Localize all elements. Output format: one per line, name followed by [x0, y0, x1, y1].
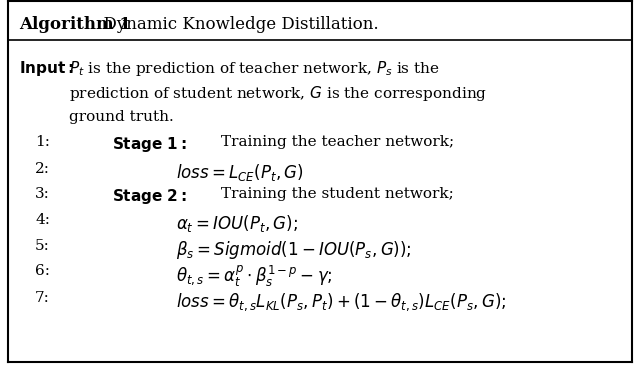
Text: $P_t$ is the prediction of teacher network, $P_s$ is the: $P_t$ is the prediction of teacher netwo…: [69, 59, 440, 78]
Text: Dynamic Knowledge Distillation.: Dynamic Knowledge Distillation.: [93, 16, 378, 33]
Text: Training the student network;: Training the student network;: [221, 187, 454, 201]
Text: prediction of student network, $G$ is the corresponding: prediction of student network, $G$ is th…: [69, 84, 488, 103]
Text: 4:: 4:: [35, 213, 50, 227]
Text: 2:: 2:: [35, 162, 50, 176]
Text: 6:: 6:: [35, 264, 50, 278]
Text: Training the teacher network;: Training the teacher network;: [221, 135, 454, 149]
Text: $\alpha_t = IOU(P_t, G);$: $\alpha_t = IOU(P_t, G);$: [176, 213, 298, 234]
Text: Algorithm 1: Algorithm 1: [19, 16, 131, 33]
Text: $\mathbf{Input:}$: $\mathbf{Input:}$: [19, 59, 74, 78]
Text: $loss = \theta_{t,s}L_{KL}(P_s, P_t) + (1-\theta_{t,s})L_{CE}(P_s, G);$: $loss = \theta_{t,s}L_{KL}(P_s, P_t) + (…: [176, 291, 506, 313]
Text: $loss = L_{CE}(P_t, G)$: $loss = L_{CE}(P_t, G)$: [176, 162, 304, 183]
Text: $\beta_s = Sigmoid(1 - IOU(P_s, G));$: $\beta_s = Sigmoid(1 - IOU(P_s, G));$: [176, 239, 412, 261]
Text: 5:: 5:: [35, 239, 50, 253]
Text: 1:: 1:: [35, 135, 50, 149]
Text: $\mathbf{Stage\ 2:}$: $\mathbf{Stage\ 2:}$: [112, 187, 187, 206]
Text: $\mathbf{Stage\ 1:}$: $\mathbf{Stage\ 1:}$: [112, 135, 187, 154]
Text: 3:: 3:: [35, 187, 50, 201]
Text: $\theta_{t,s} = \alpha_t^p \cdot \beta_s^{1-p} - \gamma;$: $\theta_{t,s} = \alpha_t^p \cdot \beta_s…: [176, 264, 333, 290]
Text: ground truth.: ground truth.: [69, 110, 174, 124]
Text: 7:: 7:: [35, 291, 50, 305]
